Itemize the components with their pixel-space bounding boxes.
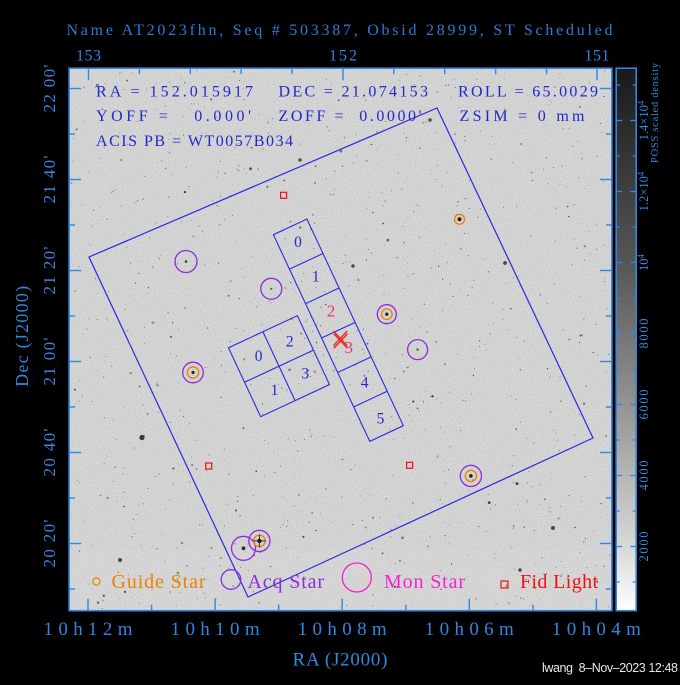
svg-text:Guide Star: Guide Star xyxy=(112,571,206,593)
svg-text:POSS scaled density: POSS scaled density xyxy=(650,62,661,163)
svg-text:DEC = 21.074153: DEC = 21.074153 xyxy=(279,84,429,101)
svg-text:RA (J2000): RA (J2000) xyxy=(293,650,388,671)
svg-text:Mon Star: Mon Star xyxy=(384,571,465,593)
svg-text:4: 4 xyxy=(361,375,369,392)
svg-text:3: 3 xyxy=(344,338,353,357)
svg-text:6000: 6000 xyxy=(637,390,651,420)
svg-text:ZSIM = 0 mm: ZSIM = 0 mm xyxy=(460,108,586,125)
svg-text:3: 3 xyxy=(301,366,309,383)
svg-text:2: 2 xyxy=(327,302,336,321)
svg-text:YOFF = 0.000': YOFF = 0.000' xyxy=(96,108,251,125)
svg-text:151: 151 xyxy=(585,48,610,65)
svg-text:ACIS PB = WT0057B034: ACIS PB = WT0057B034 xyxy=(96,133,293,150)
svg-text:1: 1 xyxy=(271,382,279,399)
svg-text:1.4×104: 1.4×104 xyxy=(636,100,651,140)
svg-text:0: 0 xyxy=(294,234,302,251)
svg-text:ROLL = 65.0029: ROLL = 65.0029 xyxy=(458,84,598,101)
svg-text:10h06m: 10h06m xyxy=(425,619,514,640)
svg-text:Fid Light: Fid Light xyxy=(520,571,598,593)
svg-text:8000: 8000 xyxy=(637,319,651,349)
svg-text:0: 0 xyxy=(255,348,263,365)
svg-text:10h08m: 10h08m xyxy=(298,619,387,640)
svg-text:1.2×104: 1.2×104 xyxy=(636,171,651,211)
svg-text:Dec (J2000): Dec (J2000) xyxy=(12,286,33,387)
svg-text:4000: 4000 xyxy=(637,461,651,491)
svg-text:lwang 8–Nov–2023 12:48: lwang 8–Nov–2023 12:48 xyxy=(542,661,678,675)
svg-text:RA = 152.015917: RA = 152.015917 xyxy=(96,84,253,101)
svg-text:2000: 2000 xyxy=(637,532,651,562)
svg-text:10h04m: 10h04m xyxy=(552,619,641,640)
svg-text:Name AT2023fhn, Seq # 503387,: Name AT2023fhn, Seq # 503387, Obsid 2899… xyxy=(67,22,613,39)
svg-text:1: 1 xyxy=(312,269,320,286)
svg-text:2: 2 xyxy=(286,334,294,351)
svg-text:10h10m: 10h10m xyxy=(171,619,260,640)
svg-text:ZOFF = 0.0000': ZOFF = 0.0000' xyxy=(279,108,422,125)
svg-text:153: 153 xyxy=(76,48,101,65)
svg-text:152: 152 xyxy=(329,48,357,65)
svg-text:10h12m: 10h12m xyxy=(44,619,133,640)
svg-text:Acq Star: Acq Star xyxy=(248,571,325,593)
svg-text:5: 5 xyxy=(377,411,385,428)
